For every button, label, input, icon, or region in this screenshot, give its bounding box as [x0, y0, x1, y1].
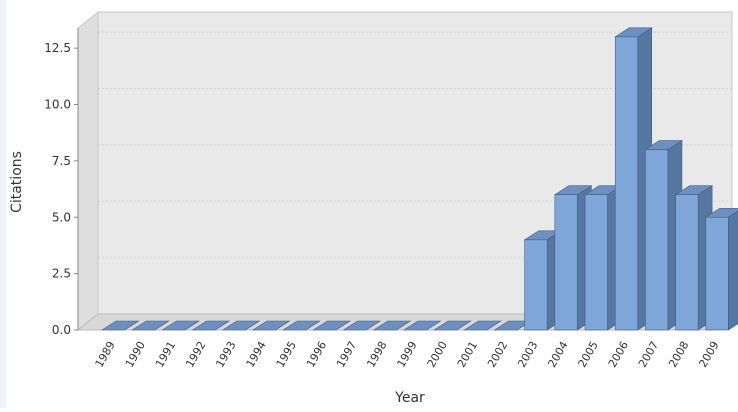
x-tick-label: 1992	[183, 339, 208, 370]
bar-front	[614, 36, 639, 331]
y-axis-ticks: 0.0 2.5 5.0 7.5 10.0 12.5	[44, 28, 79, 337]
bar	[100, 320, 140, 331]
x-tick-label: 1993	[213, 339, 238, 370]
y-tick-label: 2.5	[52, 267, 71, 281]
bar-front	[554, 194, 578, 331]
window-edge	[0, 0, 6, 408]
x-tick-label: 1997	[334, 339, 359, 370]
bar-front	[524, 239, 548, 331]
x-tick-label: 1998	[364, 339, 389, 370]
y-tick-label: 12.5	[44, 41, 71, 55]
x-tick-label: 1989	[93, 339, 118, 370]
bar	[402, 320, 442, 331]
x-tick-label: 2008	[666, 339, 691, 370]
x-axis-ticks: 1989 1990 1991 1992 1993 1994 1995 1996 1997 1998…	[93, 339, 722, 370]
x-tick-label: 2003	[515, 339, 540, 370]
bar-top	[433, 320, 472, 331]
x-tick-label: 2002	[485, 339, 510, 370]
x-axis-label: Year	[394, 390, 425, 406]
x-tick-label: 1991	[153, 339, 178, 370]
bar	[161, 320, 200, 331]
x-tick-label: 2005	[576, 339, 601, 370]
y-tick-label: 7.5	[52, 154, 71, 168]
x-tick-label: 2007	[636, 339, 661, 370]
x-tick-label: 1999	[394, 339, 419, 370]
bar-top	[221, 320, 261, 331]
bar-side	[728, 210, 738, 331]
bar-top	[191, 320, 231, 331]
y-tick-label: 0.0	[52, 323, 71, 337]
x-tick-label: 2009	[696, 339, 721, 370]
y-tick-label: 5.0	[52, 210, 71, 224]
bar-top	[131, 320, 170, 331]
y-axis-label: Citations	[9, 151, 25, 213]
x-tick-label: 2001	[455, 339, 480, 370]
x-tick-label: 2000	[425, 339, 450, 370]
bar	[614, 27, 653, 331]
x-tick-label: 1996	[304, 339, 329, 370]
bar	[251, 320, 291, 331]
bar-top	[100, 320, 140, 331]
left-wall	[77, 10, 99, 332]
x-tick-label: 1994	[244, 339, 269, 370]
bar-top	[282, 320, 321, 331]
bar	[131, 320, 170, 331]
bars	[100, 27, 738, 331]
bar	[463, 320, 502, 331]
x-tick-label: 1990	[123, 339, 148, 370]
bar-top	[161, 320, 200, 331]
bar-front	[705, 216, 729, 331]
bar-top	[342, 320, 382, 331]
y-tick-label: 10.0	[44, 98, 71, 112]
bar-top	[251, 320, 291, 331]
bar	[704, 207, 738, 331]
bar-front	[675, 194, 699, 331]
bar	[312, 320, 351, 331]
bar	[221, 320, 261, 331]
bar	[433, 320, 472, 331]
bar-top	[372, 320, 412, 331]
bar-top	[402, 320, 442, 331]
x-tick-label: 2004	[545, 339, 570, 370]
x-tick-label: 1995	[274, 339, 299, 370]
bar	[342, 320, 382, 331]
bar-front	[645, 149, 669, 331]
bar	[282, 320, 321, 331]
bar	[372, 320, 412, 331]
bar	[191, 320, 231, 331]
bar-top	[463, 320, 502, 331]
bar-front	[584, 194, 608, 331]
x-tick-label: 2006	[606, 339, 631, 370]
bar-top	[312, 320, 351, 331]
